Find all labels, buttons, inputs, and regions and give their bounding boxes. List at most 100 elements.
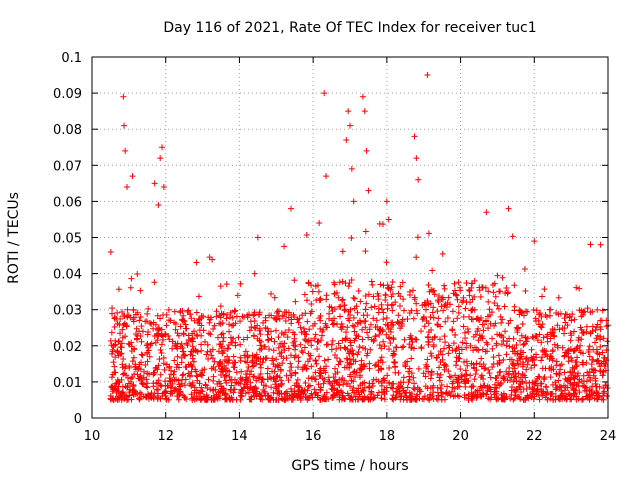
data-point: [538, 339, 545, 346]
data-point: [257, 370, 264, 377]
data-point: [353, 303, 360, 310]
data-point: [329, 386, 336, 393]
data-point: [425, 281, 432, 288]
data-point: [157, 371, 164, 378]
data-point: [244, 334, 251, 341]
data-point: [117, 330, 124, 337]
data-point: [470, 333, 477, 340]
data-point: [345, 308, 352, 315]
data-point: [246, 311, 253, 318]
data-point: [495, 379, 502, 386]
data-point-spike: [359, 93, 366, 100]
data-point: [456, 350, 463, 357]
data-point: [587, 241, 594, 248]
data-point: [434, 384, 441, 391]
data-point: [594, 306, 601, 313]
data-point: [532, 315, 539, 322]
data-point: [406, 341, 413, 348]
data-point: [243, 374, 250, 381]
data-point: [529, 356, 536, 363]
data-point: [350, 314, 357, 321]
data-point: [154, 337, 161, 344]
data-point: [264, 370, 271, 377]
data-point: [518, 310, 525, 317]
data-point: [437, 371, 444, 378]
data-point: [155, 377, 162, 384]
data-point: [455, 393, 462, 400]
data-point: [297, 393, 304, 400]
data-point: [193, 259, 200, 266]
data-point: [226, 328, 233, 335]
data-point: [298, 347, 305, 354]
data-point: [238, 368, 245, 375]
data-point: [130, 389, 137, 396]
data-point: [212, 366, 219, 373]
data-point: [269, 368, 276, 375]
data-point: [274, 364, 281, 371]
data-point: [266, 312, 273, 319]
data-point: [434, 396, 441, 403]
data-point: [132, 311, 139, 318]
data-point: [359, 395, 366, 402]
data-point: [452, 362, 459, 369]
data-point: [518, 353, 525, 360]
data-point: [337, 303, 344, 310]
data-point: [251, 393, 258, 400]
data-point: [211, 322, 218, 329]
data-point: [370, 315, 377, 322]
data-point: [460, 323, 467, 330]
data-point: [112, 354, 119, 361]
data-point: [232, 320, 239, 327]
data-point: [558, 388, 565, 395]
data-point: [449, 347, 456, 354]
data-point: [438, 389, 445, 396]
data-point: [300, 325, 307, 332]
data-point: [424, 356, 431, 363]
data-point: [341, 395, 348, 402]
data-point: [365, 334, 372, 341]
data-point: [434, 370, 441, 377]
data-point: [115, 286, 122, 293]
data-point: [462, 335, 469, 342]
data-point: [500, 337, 507, 344]
data-point: [473, 394, 480, 401]
data-point: [205, 355, 212, 362]
data-point-spike: [343, 137, 350, 144]
data-point: [519, 378, 526, 385]
data-point: [265, 337, 272, 344]
data-point: [285, 327, 292, 334]
data-point: [464, 325, 471, 332]
data-point: [245, 363, 252, 370]
data-point: [108, 383, 115, 390]
data-point: [290, 394, 297, 401]
data-point: [515, 360, 522, 367]
data-point: [208, 352, 215, 359]
data-point: [536, 331, 543, 338]
data-point: [601, 363, 608, 370]
data-point: [113, 379, 120, 386]
data-point: [193, 387, 200, 394]
data-point: [171, 357, 178, 364]
data-point: [347, 348, 354, 355]
data-point: [597, 317, 604, 324]
data-point: [381, 377, 388, 384]
data-point: [414, 234, 421, 241]
data-point: [189, 335, 196, 342]
data-point: [436, 364, 443, 371]
data-point: [237, 280, 244, 287]
data-point: [129, 358, 136, 365]
data-point: [378, 354, 385, 361]
data-point: [407, 396, 414, 403]
data-point: [442, 361, 449, 368]
data-point: [154, 312, 161, 319]
data-point: [390, 380, 397, 387]
data-point: [196, 327, 203, 334]
data-point: [388, 293, 395, 300]
data-point: [592, 383, 599, 390]
data-point: [348, 235, 355, 242]
data-point: [311, 376, 318, 383]
data-point: [336, 279, 343, 286]
data-point: [109, 348, 116, 355]
data-point: [220, 310, 227, 317]
data-point: [569, 311, 576, 318]
